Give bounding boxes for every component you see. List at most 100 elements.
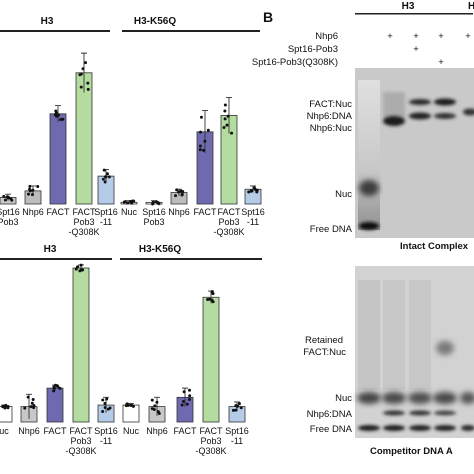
band-label-retained: Retained	[305, 335, 343, 346]
replicate-dot	[198, 148, 202, 152]
x-label-0-0-2-0: FACT	[46, 207, 70, 217]
replicate-dot	[54, 111, 58, 115]
replicate-dot	[74, 267, 78, 271]
replicate-dot	[28, 184, 32, 188]
replicate-dot	[105, 172, 109, 176]
replicate-dot	[101, 177, 105, 181]
x-label-0-1-4-2: -Q308K	[213, 227, 244, 237]
bar-0-0-fact	[49, 113, 67, 205]
replicate-dot	[255, 190, 259, 194]
x-label-0-0-1-0: Nhp6	[22, 207, 44, 217]
replicate-dot	[247, 190, 251, 194]
replicate-dot	[151, 200, 155, 204]
replicate-dot	[26, 395, 30, 399]
replicate-dot	[103, 180, 107, 184]
bar-1-1-fact-pob3-q308k	[202, 296, 220, 423]
replicate-dot	[79, 263, 83, 267]
mark-nhp6-lane4: +	[438, 31, 444, 42]
replicate-dot	[174, 194, 178, 198]
chart-bottom: H3 H3-K56Q uc Nhp6 FACT FACTPob3-Q308KSpt16…	[0, 244, 262, 456]
replicate-dot	[32, 403, 36, 407]
replicate-dot	[3, 198, 7, 202]
group-line-h3-bottom	[0, 258, 112, 260]
replicate-dot	[59, 117, 63, 121]
x-label-1-0-2-0: FACT	[43, 426, 67, 436]
replicate-dot	[187, 388, 191, 392]
x-label-0-1-1-1: Pob3	[143, 217, 164, 227]
replicate-dot	[230, 131, 234, 135]
mark-q308k: +	[438, 57, 444, 68]
replicate-dot	[128, 200, 132, 204]
replicate-dot	[86, 81, 90, 85]
gel-header-line	[355, 13, 473, 15]
replicate-dot	[84, 61, 88, 65]
replicate-dot	[156, 410, 160, 414]
replicate-dot	[175, 188, 179, 192]
replicate-dot	[30, 401, 34, 405]
replicate-dot	[223, 109, 227, 113]
replicate-dot	[29, 405, 33, 409]
replicate-dot	[126, 201, 130, 205]
replicate-dot	[27, 192, 31, 196]
replicate-dot	[239, 406, 243, 410]
mark-spt16-pob3: +	[413, 44, 419, 55]
error-bar-0-1-spt16-11	[250, 185, 256, 193]
replicate-dot	[222, 126, 226, 130]
replicate-dot	[52, 386, 56, 390]
mark-nhp6-lane3: +	[413, 31, 419, 42]
replicate-dot	[155, 400, 159, 404]
x-label-1-1-1-0: Nhp6	[146, 426, 168, 436]
replicate-dot	[234, 408, 238, 412]
replicate-dot	[188, 394, 192, 398]
replicate-dot	[103, 405, 107, 409]
replicate-dot	[79, 85, 83, 89]
bar-1-0-fact	[46, 387, 64, 423]
replicate-dot	[202, 148, 206, 152]
x-label-0-1-3-0: FACT	[193, 207, 217, 217]
band-label-nhp6-nuc: Nhp6:Nuc	[310, 123, 352, 134]
bottom-bars-layer	[0, 263, 246, 423]
band-label-nuc-competitor: Nuc	[335, 393, 352, 404]
replicate-dot	[101, 398, 105, 402]
replicate-dot	[126, 403, 130, 407]
x-label-0-0-4-1: -11	[100, 217, 112, 227]
x-label-1-0-3-0: FACT	[69, 426, 93, 436]
replicate-dot	[81, 67, 85, 71]
group-header-h3-top: H3	[41, 16, 54, 27]
x-label-0-0-0-0: Spt16	[0, 207, 20, 217]
x-label-1-0-4-1: -11	[100, 436, 112, 446]
replicate-dot	[231, 408, 235, 412]
x-label-1-0-0-0: uc	[0, 426, 9, 436]
replicate-dot	[4, 403, 8, 407]
replicate-dot	[223, 103, 227, 107]
group-line-k56q-top	[122, 30, 260, 32]
replicate-dot	[182, 390, 186, 394]
x-label-0-0-3-2: -Q308K	[68, 227, 99, 237]
replicate-dot	[31, 188, 35, 192]
band-label-free-dna-competitor: Free DNA	[310, 424, 353, 435]
replicate-dot	[30, 193, 34, 197]
replicate-dot	[203, 139, 207, 143]
x-label-0-1-1-0: Spt16	[142, 207, 166, 217]
replicate-dot	[52, 389, 56, 393]
replicate-dot	[237, 402, 241, 406]
replicate-dot	[207, 297, 211, 301]
band-label-fact-nuc: FACT:Nuc	[309, 99, 352, 110]
replicate-dot	[6, 406, 10, 410]
chart-top: H3 H3-K56Q Spt16Pob3Nhp6FACTFACTPob3-Q30…	[0, 16, 265, 237]
error-bar-0-0-fact-pob3-q308k	[81, 52, 87, 93]
x-label-0-1-0-0: Nuc	[121, 207, 138, 217]
mark-right-lane: +	[465, 31, 471, 42]
error-bar-0-1-fact	[202, 110, 208, 154]
replicate-dot	[55, 384, 59, 388]
group-line-k56q-bottom	[120, 258, 262, 260]
replicate-dot	[31, 398, 35, 402]
replicate-dot	[249, 189, 253, 193]
band-label-free-dna: Free DNA	[310, 224, 353, 235]
replicate-dot	[122, 200, 126, 204]
replicate-dot	[181, 189, 185, 193]
group-header-h3-bottom: H3	[44, 244, 57, 255]
replicate-dot	[58, 386, 62, 390]
replicate-dot	[211, 300, 215, 304]
x-label-0-1-2-0: Nhp6	[168, 207, 190, 217]
